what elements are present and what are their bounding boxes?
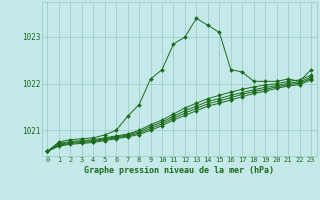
X-axis label: Graphe pression niveau de la mer (hPa): Graphe pression niveau de la mer (hPa) — [84, 166, 274, 175]
